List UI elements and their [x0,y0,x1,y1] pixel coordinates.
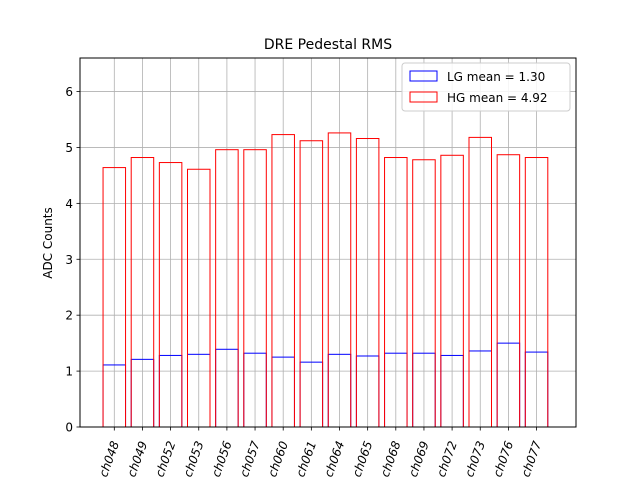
grid-lines [80,58,576,428]
y-tick-label: 4 [65,197,73,211]
y-tick-label: 0 [65,421,73,435]
y-tick-label: 2 [65,309,73,323]
legend: LG mean = 1.30 HG mean = 4.92 [401,62,571,112]
legend-swatch [409,70,438,82]
plot-area-frame [79,57,577,428]
y-axis-label: ADC Counts [41,207,55,279]
y-tick-label: 3 [65,253,73,267]
legend-label: HG mean = 4.92 [447,91,548,105]
y-axis-ticks: 0 1 2 3 4 5 6 [65,85,80,435]
chart-title: DRE Pedestal RMS [264,37,392,53]
legend-swatch [409,91,438,103]
y-tick-label: 6 [65,85,73,99]
y-tick-label: 1 [65,365,73,379]
legend-box [401,62,571,112]
legend-label: LG mean = 1.30 [447,70,545,84]
y-tick-label: 5 [65,141,73,155]
